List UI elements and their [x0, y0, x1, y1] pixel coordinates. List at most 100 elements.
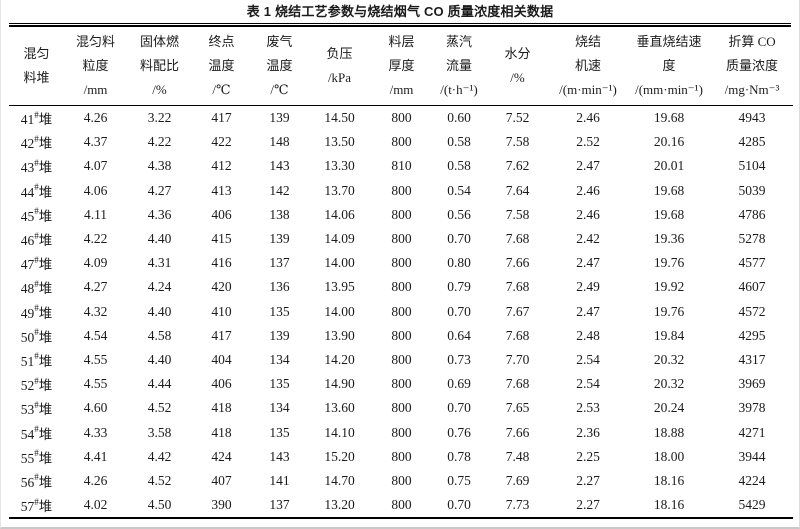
cell-vertical-sintering-speed: 20.16 [653, 134, 685, 150]
cell-solid-fuel-ratio: 4.22 [147, 134, 172, 150]
cell-solid-fuel-ratio: 4.58 [147, 327, 172, 343]
table-header-row: 混匀 料堆 混匀料 粒度/mm 固体燃 料配比/% 终点 温度/℃ 废气 温度/℃ 负压/kPa 料层… [9, 27, 793, 106]
cell-co-mass-concentration: 4317 [738, 351, 766, 367]
cell-co-mass-concentration: 4224 [738, 472, 766, 488]
cell-end-point-temp: 416 [211, 255, 232, 271]
cell-bed-thickness: 800 [391, 327, 412, 343]
cell-steam-flow: 0.70 [447, 303, 471, 319]
cell-co-mass-concentration: 3969 [738, 376, 766, 392]
cell-bed-thickness: 800 [391, 303, 412, 319]
cell-solid-fuel-ratio: 4.52 [147, 472, 172, 488]
cell-steam-flow: 0.54 [447, 182, 471, 198]
cell-steam-flow: 0.69 [447, 376, 471, 392]
cell-moisture: 7.48 [505, 448, 530, 464]
cell-solid-fuel-ratio: 3.58 [147, 424, 172, 440]
cell-bed-thickness: 800 [391, 424, 412, 440]
cell-co-mass-concentration: 3978 [738, 400, 766, 416]
table-row: 53#堆 4.60 4.52 418 134 13.60 800 0.70 7.65 2.53 20… [9, 396, 793, 420]
pile-label: 46#堆 [20, 230, 53, 249]
cell-negative-pressure: 14.50 [324, 110, 355, 126]
cell-end-point-temp: 406 [211, 376, 232, 392]
table-row: 43#堆 4.07 4.38 412 143 13.30 810 0.58 7.62 2.47 20… [9, 154, 793, 178]
cell-particle-size: 4.26 [83, 110, 108, 126]
cell-particle-size: 4.41 [83, 448, 108, 464]
cell-vertical-sintering-speed: 18.00 [653, 448, 685, 464]
cell-vertical-sintering-speed: 19.68 [653, 110, 685, 126]
cell-vertical-sintering-speed: 20.24 [653, 400, 685, 416]
cell-bed-thickness: 800 [391, 231, 412, 247]
cell-vertical-sintering-speed: 19.68 [653, 206, 685, 222]
column-header-vertical-sintering-speed: 垂直烧结速度/(mm·min⁻¹) [635, 34, 703, 97]
cell-machine-speed: 2.46 [576, 206, 600, 222]
pile-label: 41#堆 [20, 109, 53, 128]
cell-flue-gas-temp: 142 [269, 182, 290, 198]
table-row: 49#堆 4.32 4.40 410 135 14.00 800 0.70 7.67 2.47 19… [9, 300, 793, 324]
cell-co-mass-concentration: 4577 [738, 255, 766, 271]
cell-particle-size: 4.60 [83, 400, 108, 416]
cell-steam-flow: 0.58 [447, 158, 471, 174]
cell-solid-fuel-ratio: 4.52 [147, 400, 172, 416]
cell-end-point-temp: 422 [211, 134, 232, 150]
cell-vertical-sintering-speed: 19.68 [653, 182, 685, 198]
pile-label: 54#堆 [20, 424, 53, 442]
cell-bed-thickness: 800 [391, 351, 412, 367]
cell-moisture: 7.58 [505, 134, 530, 150]
cell-steam-flow: 0.79 [447, 279, 471, 295]
cell-steam-flow: 0.80 [447, 255, 471, 271]
cell-vertical-sintering-speed: 20.32 [653, 351, 685, 367]
cell-moisture: 7.65 [505, 400, 530, 416]
cell-machine-speed: 2.36 [576, 424, 600, 440]
cell-particle-size: 4.37 [83, 134, 108, 150]
cell-co-mass-concentration: 4786 [738, 206, 766, 222]
cell-flue-gas-temp: 139 [269, 110, 290, 126]
pile-label: 57#堆 [20, 496, 53, 515]
cell-bed-thickness: 800 [391, 472, 412, 488]
pile-label: 43#堆 [20, 157, 53, 176]
cell-machine-speed: 2.27 [576, 497, 600, 513]
table-caption: 表 1 烧结工艺参数与烧结烟气 CO 质量浓度相关数据 [246, 4, 554, 19]
cell-bed-thickness: 800 [391, 206, 412, 222]
cell-machine-speed: 2.52 [576, 134, 600, 150]
cell-vertical-sintering-speed: 20.01 [653, 158, 685, 174]
cell-negative-pressure: 13.30 [324, 158, 355, 174]
column-header-machine-speed: 烧结 机速/(m·min⁻¹) [559, 34, 617, 97]
cell-negative-pressure: 14.10 [324, 424, 355, 440]
cell-flue-gas-temp: 135 [269, 424, 290, 440]
column-header-flue-gas-temp: 废气 温度/℃ [266, 34, 293, 97]
cell-particle-size: 4.06 [83, 182, 108, 198]
cell-steam-flow: 0.76 [447, 424, 471, 440]
pile-label: 49#堆 [20, 303, 53, 321]
cell-negative-pressure: 15.20 [324, 448, 355, 464]
cell-co-mass-concentration: 5278 [738, 231, 766, 247]
cell-steam-flow: 0.75 [447, 472, 471, 488]
cell-machine-speed: 2.47 [576, 303, 600, 319]
cell-negative-pressure: 14.09 [324, 231, 355, 247]
cell-co-mass-concentration: 4943 [738, 110, 766, 126]
cell-particle-size: 4.11 [83, 206, 108, 222]
cell-flue-gas-temp: 135 [269, 376, 290, 392]
cell-vertical-sintering-speed: 18.88 [653, 424, 685, 440]
cell-moisture: 7.62 [505, 158, 530, 174]
pile-label: 52#堆 [20, 375, 53, 394]
table-row: 44#堆 4.06 4.27 413 142 13.70 800 0.54 7.64 2.46 19… [9, 179, 793, 203]
cell-negative-pressure: 13.70 [324, 182, 355, 198]
cell-solid-fuel-ratio: 4.42 [147, 448, 172, 464]
cell-end-point-temp: 417 [211, 327, 232, 343]
table-row: 50#堆 4.54 4.58 417 139 13.90 800 0.64 7.68 2.48 19… [9, 324, 793, 348]
cell-particle-size: 4.32 [83, 303, 108, 319]
cell-end-point-temp: 410 [211, 303, 232, 319]
cell-co-mass-concentration: 5039 [738, 182, 766, 198]
cell-solid-fuel-ratio: 4.50 [147, 497, 172, 513]
table-row: 47#堆 4.09 4.31 416 137 14.00 800 0.80 7.66 2.47 19… [9, 251, 793, 275]
table-body: 41#堆 4.26 3.22 417 139 14.50 800 0.60 7.52 2.46 19… [9, 106, 793, 518]
cell-solid-fuel-ratio: 4.44 [147, 376, 172, 392]
cell-co-mass-concentration: 5104 [738, 158, 766, 174]
column-header-particle-size: 混匀料 粒度/mm [75, 34, 115, 97]
table-row: 57#堆 4.02 4.50 390 137 13.20 800 0.70 7.73 2.27 18… [9, 493, 793, 517]
data-table: 混匀 料堆 混匀料 粒度/mm 固体燃 料配比/% 终点 温度/℃ 废气 温度/℃ 负压/kPa 料层… [9, 27, 793, 517]
cell-machine-speed: 2.46 [576, 182, 600, 198]
cell-steam-flow: 0.56 [447, 206, 471, 222]
cell-particle-size: 4.54 [83, 327, 108, 343]
cell-flue-gas-temp: 136 [269, 279, 290, 295]
